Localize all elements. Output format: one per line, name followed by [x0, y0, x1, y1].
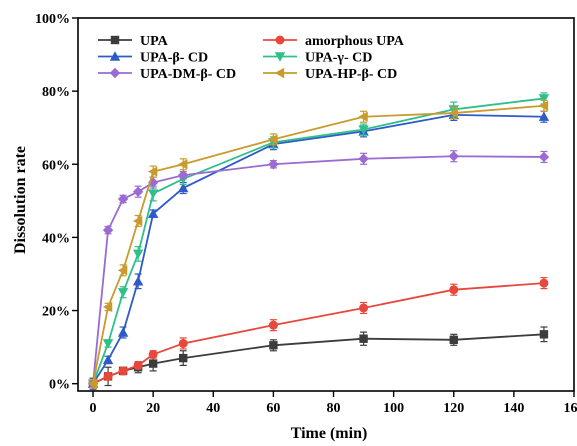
legend-label: UPA: [140, 34, 169, 49]
axes: 0 20 40 60 80 100 120 140 160 0% 20% 40% 60% 80% 100%: [35, 12, 577, 416]
series-layer: [87, 92, 550, 390]
data-point: [538, 100, 549, 111]
x-tick-label: 140: [503, 401, 524, 416]
legend-item: UPA-γ- CD: [263, 51, 372, 66]
legend-label: UPA-β- CD: [140, 51, 208, 66]
y-tick-label: 0%: [49, 378, 70, 393]
data-point: [448, 107, 458, 119]
x-tick-label: 160: [564, 401, 577, 416]
series-2: [88, 277, 549, 389]
data-point: [133, 360, 143, 370]
data-point: [102, 354, 114, 365]
legend-label: amorphous UPA: [305, 34, 405, 49]
data-point: [147, 166, 158, 177]
data-point: [147, 208, 159, 218]
data-point: [132, 249, 144, 260]
x-tick-label: 40: [206, 401, 220, 416]
y-axis-title: Dissolution rate: [12, 146, 29, 254]
series-line: [92, 333, 544, 385]
data-point: [449, 335, 458, 345]
legend-item: UPA-DM-β- CD: [98, 67, 236, 82]
series-line: [92, 155, 544, 384]
data-point: [132, 276, 144, 286]
data-point: [538, 111, 550, 121]
data-point: [132, 215, 143, 227]
data-point: [538, 94, 550, 104]
data-point: [268, 320, 278, 330]
legend-label: UPA-HP-β- CD: [305, 67, 397, 82]
series-1: [88, 326, 549, 390]
data-point: [539, 330, 549, 339]
series-line: [92, 282, 545, 385]
data-point: [449, 285, 459, 295]
data-point: [87, 378, 98, 389]
x-tick-label: 60: [266, 401, 280, 416]
series-line: [92, 97, 545, 385]
legend-label: UPA-γ- CD: [305, 51, 372, 66]
x-axis-title: Time (min): [291, 425, 368, 442]
x-tick-label: 100: [383, 401, 404, 416]
data-point: [148, 359, 158, 368]
legend-item: amorphous UPA: [263, 34, 405, 49]
legend: UPA amorphous UPA UPA-β- CD UPA-γ- CD UPA-DM…: [98, 34, 405, 82]
data-point: [539, 278, 549, 288]
data-point: [538, 151, 550, 163]
data-point: [102, 301, 113, 313]
series-line: [92, 104, 545, 384]
data-point: [102, 224, 114, 236]
x-tick-label: 20: [146, 401, 160, 416]
data-point: [178, 338, 188, 348]
data-point: [179, 353, 188, 363]
data-point: [117, 327, 129, 337]
legend-marker: [110, 35, 120, 45]
data-point: [448, 151, 459, 162]
data-point: [103, 371, 113, 381]
legend-label: UPA-DM-β- CD: [140, 67, 236, 82]
legend-marker: [274, 52, 286, 62]
y-tick-label: 60%: [42, 158, 70, 173]
legend-marker: [109, 67, 121, 79]
series-3: [87, 108, 550, 388]
y-tick-label: 100%: [35, 12, 70, 27]
data-point: [359, 303, 369, 313]
x-tick-label: 120: [443, 401, 464, 416]
data-point: [359, 334, 368, 343]
legend-marker: [275, 35, 285, 45]
data-point: [178, 159, 188, 170]
data-point: [102, 339, 114, 349]
legend-item: UPA: [98, 34, 169, 49]
y-tick-label: 40%: [42, 231, 70, 246]
data-point: [269, 341, 278, 350]
y-tick-label: 80%: [42, 85, 70, 100]
data-point: [268, 159, 279, 170]
data-point: [132, 186, 144, 197]
data-point: [117, 288, 129, 298]
legend-item: UPA-β- CD: [98, 51, 208, 66]
legend-marker: [274, 67, 285, 79]
plot-frame: [77, 17, 575, 392]
data-point: [358, 125, 369, 135]
legend-marker: [109, 51, 121, 61]
data-point: [118, 366, 128, 376]
x-tick-label: 80: [327, 401, 341, 416]
series-6: [87, 99, 549, 389]
data-point: [148, 349, 158, 359]
x-tick-label: 0: [90, 401, 97, 416]
data-point: [358, 153, 369, 164]
data-point: [358, 111, 368, 122]
data-point: [147, 189, 159, 199]
series-line: [92, 114, 544, 385]
data-point: [268, 134, 278, 145]
data-point: [178, 170, 189, 181]
data-point: [117, 193, 129, 205]
data-point: [117, 265, 128, 276]
data-point: [178, 182, 189, 193]
y-tick-label: 20%: [42, 305, 70, 320]
legend-item: UPA-HP-β- CD: [263, 67, 397, 82]
